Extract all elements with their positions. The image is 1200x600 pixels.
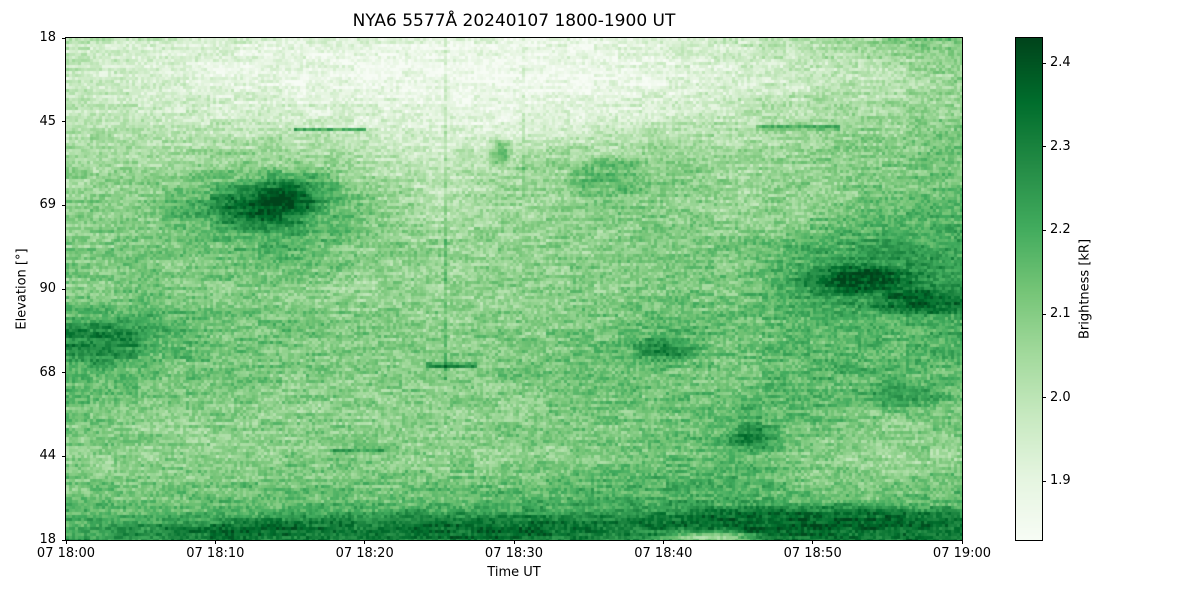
colorbar-tick-label: 2.0	[1050, 389, 1071, 405]
y-tick-label: 68	[39, 364, 56, 380]
heatmap-canvas	[66, 38, 962, 540]
x-tick	[961, 540, 963, 544]
colorbar-tick-label: 2.1	[1050, 306, 1071, 322]
x-tick	[513, 540, 515, 544]
x-tick	[65, 540, 67, 544]
colorbar-tick	[1042, 480, 1046, 482]
y-tick	[62, 288, 66, 290]
colorbar-tick	[1042, 146, 1046, 148]
y-tick-label: 18	[39, 532, 56, 547]
x-tick-label: 07 18:30	[484, 546, 544, 561]
colorbar-tick	[1042, 397, 1046, 399]
y-tick	[62, 539, 66, 541]
x-tick-label: 07 18:00	[36, 546, 96, 561]
colorbar-tick	[1042, 62, 1046, 64]
x-tick	[662, 540, 664, 544]
colorbar-tick	[1042, 229, 1046, 231]
colorbar-label: Brightness [kR]	[1077, 238, 1093, 340]
colorbar-tick-label: 2.4	[1050, 55, 1071, 71]
y-tick-label: 45	[39, 113, 56, 129]
colorbar-tick-label: 2.2	[1050, 222, 1071, 238]
y-tick	[62, 204, 66, 206]
x-tick	[812, 540, 814, 544]
plot-title: NYA6 5577Å 20240107 1800-1900 UT	[352, 11, 676, 31]
colorbar-tick	[1042, 313, 1046, 315]
x-tick-label: 07 18:40	[634, 546, 693, 561]
y-tick	[62, 121, 66, 123]
x-axis-label: Time UT	[487, 565, 541, 580]
y-tick-label: 18	[39, 30, 56, 45]
colorbar-tick-label: 1.9	[1050, 473, 1071, 489]
x-tick-label: 07 18:20	[335, 546, 394, 561]
y-tick-label: 90	[39, 281, 56, 296]
colorbar-canvas	[1016, 38, 1042, 540]
x-tick-label: 07 18:10	[186, 546, 245, 561]
y-tick	[62, 37, 66, 39]
x-tick-label: 07 18:50	[783, 546, 842, 561]
y-tick	[62, 372, 66, 374]
y-tick-label: 44	[39, 448, 56, 464]
y-tick	[62, 455, 66, 457]
x-tick	[364, 540, 366, 544]
y-tick-label: 69	[39, 197, 56, 213]
colorbar-tick-label: 2.3	[1050, 138, 1071, 154]
x-tick	[214, 540, 216, 544]
x-tick-label: 07 19:00	[932, 546, 992, 561]
